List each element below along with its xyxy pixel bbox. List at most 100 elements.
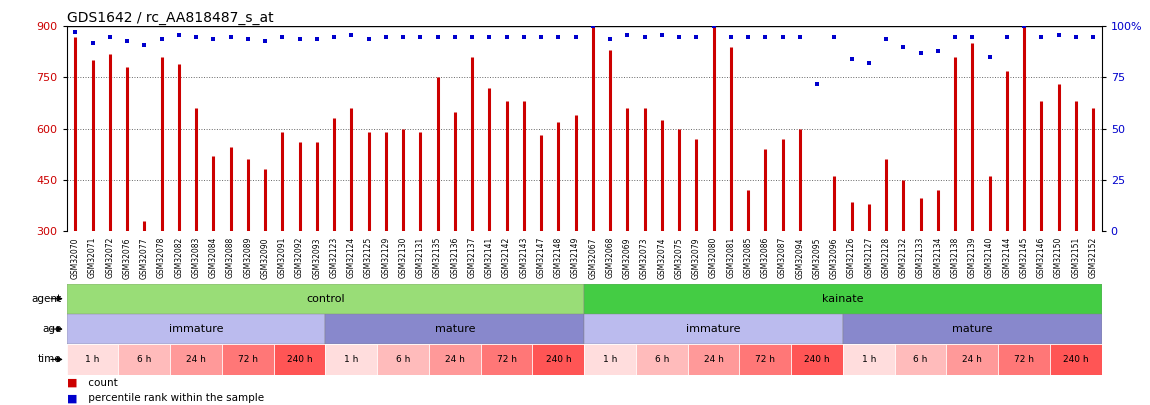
Point: [945, 33, 964, 40]
Bar: [636, 344, 688, 375]
Text: 24 h: 24 h: [704, 355, 723, 364]
Text: 1 h: 1 h: [603, 355, 618, 364]
Bar: [170, 344, 222, 375]
Text: 72 h: 72 h: [756, 355, 775, 364]
Point: [757, 33, 775, 40]
Point: [255, 37, 275, 44]
Text: 1 h: 1 h: [344, 355, 359, 364]
Text: 24 h: 24 h: [186, 355, 206, 364]
Point: [722, 33, 741, 40]
Text: 6 h: 6 h: [654, 355, 669, 364]
Bar: [895, 344, 946, 375]
Bar: [843, 314, 1102, 344]
Point: [170, 31, 189, 38]
Point: [895, 43, 913, 50]
Bar: [274, 344, 325, 375]
Point: [118, 37, 136, 44]
Point: [877, 35, 896, 42]
Text: 1 h: 1 h: [85, 355, 100, 364]
Point: [205, 35, 223, 42]
Point: [601, 35, 620, 42]
Point: [739, 33, 758, 40]
Bar: [584, 344, 636, 375]
Point: [1033, 33, 1051, 40]
Point: [567, 33, 585, 40]
Point: [1084, 33, 1103, 40]
Point: [84, 39, 101, 46]
Text: immature: immature: [169, 324, 223, 334]
Point: [497, 33, 515, 40]
Text: 240 h: 240 h: [545, 355, 572, 364]
Point: [964, 33, 982, 40]
Text: time: time: [38, 354, 62, 364]
Point: [842, 56, 860, 62]
Point: [515, 33, 534, 40]
Bar: [584, 284, 1102, 314]
Point: [1067, 33, 1086, 40]
Point: [446, 33, 465, 40]
Point: [221, 33, 239, 40]
Point: [359, 35, 377, 42]
Text: mature: mature: [435, 324, 475, 334]
Point: [274, 33, 292, 40]
Text: immature: immature: [687, 324, 741, 334]
Text: 6 h: 6 h: [913, 355, 928, 364]
Point: [136, 41, 154, 48]
Point: [550, 33, 568, 40]
Bar: [67, 344, 118, 375]
Point: [774, 33, 792, 40]
Text: 240 h: 240 h: [804, 355, 830, 364]
Bar: [688, 344, 739, 375]
Text: 1 h: 1 h: [861, 355, 876, 364]
Text: 6 h: 6 h: [396, 355, 411, 364]
Point: [377, 33, 396, 40]
Bar: [481, 344, 532, 375]
Point: [462, 33, 482, 40]
Bar: [1050, 344, 1102, 375]
Point: [290, 35, 308, 42]
Text: kainate: kainate: [822, 294, 864, 304]
Bar: [791, 344, 843, 375]
Bar: [998, 344, 1050, 375]
Point: [688, 33, 706, 40]
Bar: [739, 344, 791, 375]
Text: 24 h: 24 h: [963, 355, 982, 364]
Point: [791, 33, 810, 40]
Point: [186, 33, 205, 40]
Point: [308, 35, 327, 42]
Point: [619, 31, 637, 38]
Bar: [67, 314, 325, 344]
Point: [929, 48, 948, 54]
Text: 6 h: 6 h: [137, 355, 152, 364]
Point: [393, 33, 412, 40]
Point: [343, 31, 361, 38]
Text: count: count: [85, 378, 118, 388]
Point: [826, 33, 844, 40]
Point: [1015, 23, 1034, 30]
Point: [912, 50, 930, 56]
Bar: [532, 344, 584, 375]
Bar: [67, 284, 584, 314]
Point: [1050, 31, 1068, 38]
Bar: [843, 344, 895, 375]
Point: [807, 80, 826, 87]
Point: [584, 23, 603, 30]
Point: [980, 54, 998, 60]
Text: percentile rank within the sample: percentile rank within the sample: [85, 393, 264, 403]
Bar: [429, 344, 481, 375]
Point: [653, 31, 672, 38]
Point: [481, 33, 499, 40]
Bar: [118, 344, 170, 375]
Point: [412, 33, 430, 40]
Point: [324, 33, 343, 40]
Point: [636, 33, 654, 40]
Point: [998, 33, 1017, 40]
Text: 240 h: 240 h: [286, 355, 313, 364]
Point: [531, 33, 551, 40]
Text: 24 h: 24 h: [445, 355, 465, 364]
Text: GDS1642 / rc_AA818487_s_at: GDS1642 / rc_AA818487_s_at: [67, 11, 274, 25]
Point: [152, 35, 170, 42]
Point: [239, 35, 258, 42]
Text: 72 h: 72 h: [238, 355, 258, 364]
Text: control: control: [306, 294, 345, 304]
